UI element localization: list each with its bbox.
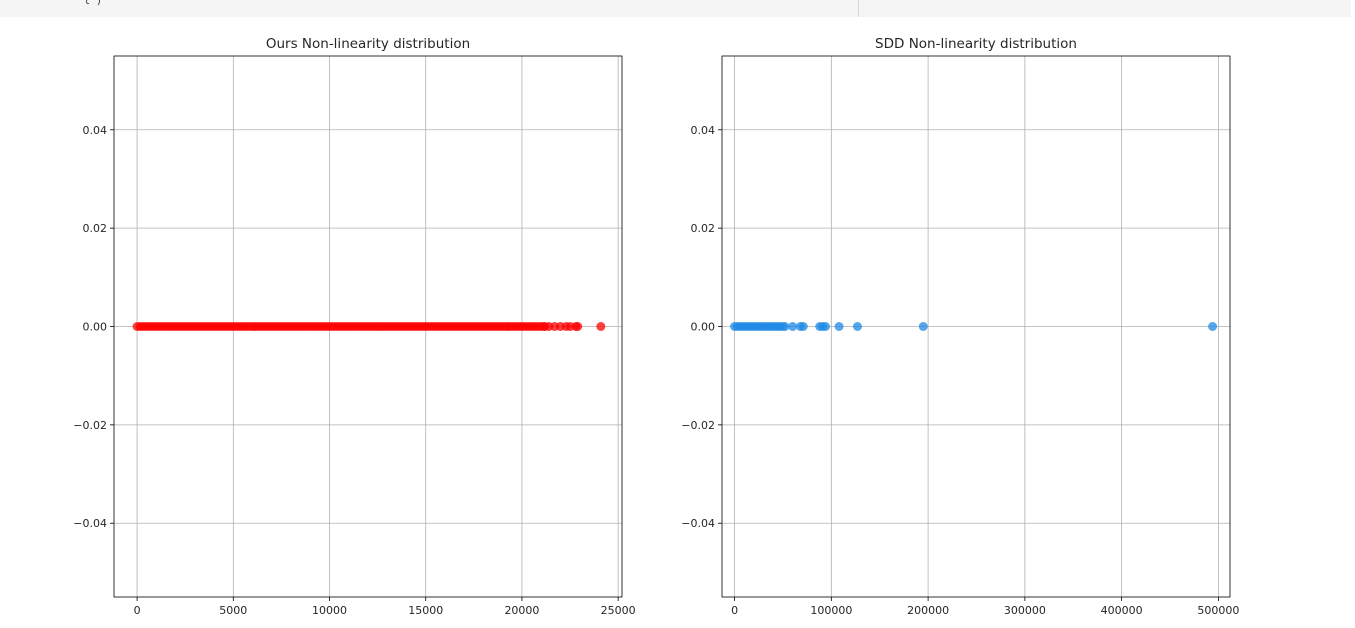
y-tick-label: 0.02 [691,222,716,235]
y-tick-label: 0.04 [83,124,108,137]
y-tick-label: 0.00 [83,321,108,334]
x-tick-label: 400000 [1101,604,1143,617]
plot-frame [721,55,1231,598]
data-point [1208,322,1218,331]
x-tick-label: 100000 [810,604,852,617]
x-tick-label: 20000 [504,604,539,617]
data-point [573,322,583,331]
chart-title: Ours Non-linearity distribution [266,36,470,52]
x-tick-label: 25000 [601,604,636,617]
x-tick-label: 300000 [1004,604,1046,617]
plot-frame [113,55,623,598]
code-cell-input[interactable]: l ) [0,0,858,17]
x-tick-label: 10000 [312,604,347,617]
code-cell-input-right[interactable] [859,0,1351,17]
data-point [852,322,862,331]
ours-scatter-chart: 0 5000 10000 15000 20000 25000 0.04 0.02 0.00 −0.… [73,36,635,617]
x-tick-label: 15000 [408,604,443,617]
y-tick-label: 0.02 [83,222,108,235]
previous-cell-strip: l ) [0,0,1355,17]
data-point [821,322,831,331]
chart-title: SDD Non-linearity distribution [875,36,1077,52]
data-point [596,322,606,331]
y-tick-label: −0.04 [73,517,107,530]
x-tick-label: 500000 [1197,604,1239,617]
y-tick-label: −0.02 [681,419,715,432]
y-tick-label: 0.04 [691,124,716,137]
y-tick-label: −0.04 [681,517,715,530]
data-point [918,322,928,331]
y-tick-label: −0.02 [73,419,107,432]
data-point [788,322,798,331]
data-point [834,322,844,331]
data-point [798,322,808,331]
sdd-scatter-chart: 0 100000 200000 300000 400000 500000 0.04 0.02 0… [681,36,1239,617]
data-point [780,322,790,331]
code-fragment: l ) [84,0,103,7]
x-tick-label: 0 [731,604,738,617]
x-tick-label: 200000 [907,604,949,617]
x-tick-label: 5000 [219,604,247,617]
cell-divider [858,0,859,17]
x-tick-label: 0 [134,604,141,617]
y-tick-label: 0.00 [691,321,716,334]
